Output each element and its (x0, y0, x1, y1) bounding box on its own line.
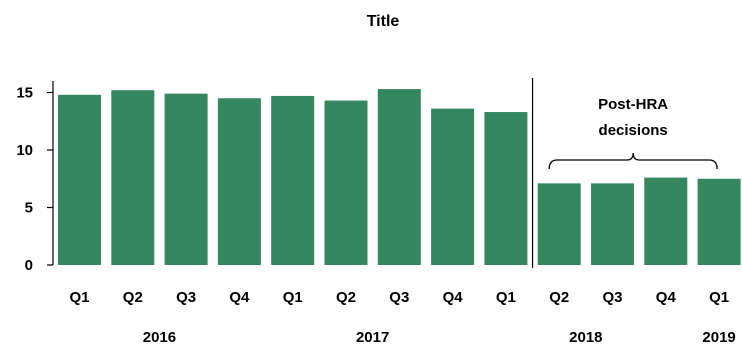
bar (217, 98, 261, 265)
bar (537, 183, 581, 265)
bars (58, 89, 741, 266)
x-tick-label: Q1 (283, 289, 303, 306)
x-tick-label: Q2 (549, 289, 569, 306)
year-label: 2016 (143, 329, 176, 346)
x-tick-label: Q3 (176, 289, 196, 306)
x-tick-label: Q4 (656, 289, 677, 306)
bar (164, 93, 208, 266)
year-label: 2018 (569, 329, 602, 346)
bar (591, 183, 634, 265)
x-tick-label: Q1 (709, 289, 729, 306)
bar (377, 89, 421, 265)
annotation: Post-HRA decisions (531, 78, 718, 268)
annotation-text: decisions (599, 122, 668, 139)
annotation-text: Post-HRA (598, 96, 668, 113)
chart-title: Title (367, 13, 400, 30)
x-tick-label: Q1 (69, 289, 89, 306)
bar (431, 108, 475, 265)
year-labels: 2016 2017 2018 2019 (143, 329, 736, 346)
bar (324, 100, 368, 265)
y-tick-label: 0 (25, 257, 33, 274)
x-tick-label: Q3 (389, 289, 409, 306)
bar (111, 90, 155, 265)
x-tick-label: Q3 (602, 289, 622, 306)
bar (697, 178, 741, 265)
bar (484, 112, 528, 265)
y-tick-label: 15 (16, 85, 33, 102)
year-label: 2019 (702, 329, 735, 346)
bar (58, 94, 101, 265)
year-label: 2017 (356, 329, 389, 346)
bar (271, 95, 315, 265)
x-tick-label: Q4 (443, 289, 464, 306)
y-tick-label: 5 (25, 200, 33, 217)
y-tick-label: 10 (16, 142, 33, 159)
x-tick-labels: Q1 Q2 Q3 Q4 Q1 Q2 Q3 Q4 Q1 Q2 Q3 Q4 Q1 (69, 289, 729, 306)
y-axis: 0 5 10 15 (16, 81, 54, 274)
x-tick-label: Q1 (496, 289, 516, 306)
x-tick-label: Q2 (123, 289, 143, 306)
x-tick-label: Q2 (336, 289, 356, 306)
bar (644, 177, 688, 265)
annotation-bracket (548, 152, 718, 170)
x-tick-label: Q4 (229, 289, 250, 306)
